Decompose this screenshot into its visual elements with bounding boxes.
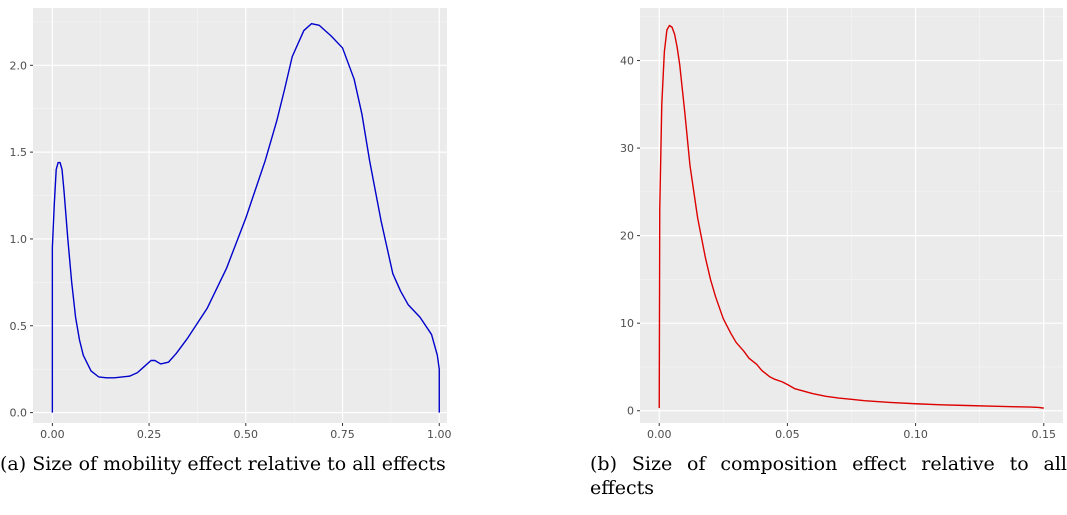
x-tick-label: 0.10 bbox=[903, 428, 928, 441]
chart-a-mobility-effect: 0.00 0.25 0.50 0.75 1.00 0.0 0.5 1.0 1.5 2.0 bbox=[10, 8, 452, 441]
x-tick-label: 0.00 bbox=[647, 428, 672, 441]
y-tick-label: 1.5 bbox=[10, 146, 28, 159]
panel-b: 0.00 0.05 0.10 0.15 0 10 20 30 40 (b) Size of co… bbox=[590, 0, 1067, 515]
plot-background bbox=[33, 8, 447, 423]
chart-b-composition-effect: 0.00 0.05 0.10 0.15 0 10 20 30 40 bbox=[620, 8, 1063, 441]
x-tick-label: 0.05 bbox=[775, 428, 800, 441]
x-tick-label: 0.15 bbox=[1032, 428, 1057, 441]
panel-a: 0.00 0.25 0.50 0.75 1.00 0.0 0.5 1.0 1.5 2.0 (a) … bbox=[0, 0, 470, 515]
y-tick-label: 2.0 bbox=[10, 59, 28, 72]
y-tick-label: 40 bbox=[620, 55, 634, 68]
density-line-0 bbox=[51, 22, 440, 413]
y-tick-label: 0 bbox=[627, 405, 634, 418]
y-tick-label: 20 bbox=[620, 230, 634, 243]
y-tick-label: 30 bbox=[620, 142, 634, 155]
y-tick-label: 0.5 bbox=[10, 320, 28, 333]
y-tick-label: 10 bbox=[620, 317, 634, 330]
x-tick-label: 0.75 bbox=[330, 428, 355, 441]
caption-a: (a) Size of mobility effect relative to … bbox=[0, 453, 446, 475]
x-tick-label: 0.00 bbox=[40, 428, 65, 441]
x-tick-label: 0.50 bbox=[234, 428, 259, 441]
y-tick-label: 0.0 bbox=[10, 407, 28, 420]
y-tick-label: 1.0 bbox=[10, 233, 28, 246]
x-tick-label: 0.25 bbox=[137, 428, 162, 441]
x-tick-label: 1.00 bbox=[427, 428, 452, 441]
caption-b: (b) Size of composition effect relative … bbox=[590, 453, 1067, 499]
density-line-0 bbox=[658, 24, 1044, 409]
